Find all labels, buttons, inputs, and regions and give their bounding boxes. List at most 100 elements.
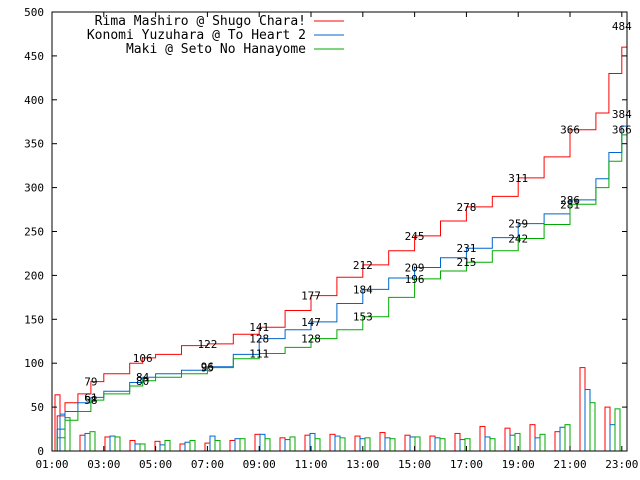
y-tick-label: 50 (31, 401, 44, 414)
hourly-bar (314, 438, 321, 452)
x-tick-label: 07:00 (191, 458, 224, 471)
x-tick-label: 01:00 (35, 458, 68, 471)
x-tick-label: 09:00 (243, 458, 276, 471)
legend: Rima Mashiro @ Shugo Chara!Konomi Yuzuha… (87, 14, 344, 57)
y-tick-label: 0 (37, 445, 44, 458)
hourly-bar (259, 433, 266, 452)
hourly-bar (604, 406, 611, 452)
data-label: 84 (136, 371, 150, 384)
hourly-bar (59, 413, 66, 452)
hourly-bar (304, 434, 311, 452)
x-tick-label: 13:00 (346, 458, 379, 471)
hourly-bar (334, 435, 341, 452)
hourly-bar (364, 437, 371, 452)
hourly-bar (514, 432, 521, 452)
y-tick-label: 400 (24, 94, 44, 107)
data-label: 177 (301, 290, 321, 303)
y-tick-label: 250 (24, 226, 44, 239)
data-label: 153 (353, 311, 373, 324)
y-tick-label: 150 (24, 313, 44, 326)
y-tick-label: 300 (24, 182, 44, 195)
data-label: 311 (508, 172, 528, 185)
hourly-bar (529, 424, 536, 452)
series-line (52, 129, 628, 452)
data-label: 141 (249, 321, 269, 334)
hourly-bar (139, 443, 146, 452)
hourly-bar (184, 441, 191, 452)
hourly-bar (284, 439, 291, 452)
data-label: 128 (301, 333, 321, 346)
hourly-bar (534, 437, 541, 452)
y-tick-label: 450 (24, 50, 44, 63)
hourly-bar (504, 427, 511, 452)
data-label: 58 (84, 394, 97, 407)
data-label: 384 (612, 108, 632, 121)
data-label: 278 (456, 201, 476, 214)
x-tick-label: 11:00 (294, 458, 327, 471)
data-label: 61 (84, 391, 97, 404)
hourly-bar (439, 438, 446, 452)
y-tick-label: 100 (24, 357, 44, 370)
hourly-bar (189, 439, 196, 452)
hourly-bar (64, 417, 71, 452)
data-label: 95 (201, 362, 214, 375)
hourly-bar (539, 433, 546, 452)
hourly-bar (484, 436, 491, 452)
data-label: 196 (405, 273, 425, 286)
cumulative-lines (52, 26, 628, 452)
hourly-bar (414, 436, 421, 452)
hourly-bar (129, 439, 136, 452)
hourly-bar (339, 437, 346, 452)
hourly-bar (214, 439, 221, 452)
hourly-bar (264, 438, 271, 452)
y-tick-label: 500 (24, 6, 44, 19)
hourly-bar (479, 425, 486, 452)
hourly-bar (84, 432, 91, 452)
series-line (52, 26, 628, 452)
hourly-bar (379, 432, 386, 452)
hourly-bar (209, 435, 216, 452)
data-label: 281 (560, 198, 580, 211)
hourly-bar (239, 438, 246, 452)
data-label: 231 (456, 242, 476, 255)
data-label: 209 (405, 261, 425, 274)
hourly-bar (579, 367, 586, 452)
data-label: 111 (249, 348, 269, 361)
hourly-bar (159, 444, 166, 452)
legend-label: Maki @ Seto No Hanayome (126, 42, 306, 57)
x-tick-label: 21:00 (553, 458, 586, 471)
y-tick-label: 200 (24, 269, 44, 282)
series-line (52, 113, 628, 452)
hourly-bar (384, 437, 391, 452)
data-label: 80 (136, 375, 149, 388)
axis-ticks: 0 50 100 150 200 250 300 350 400 450 500 01:00 03:00… (24, 6, 638, 471)
hourly-bar (584, 389, 591, 452)
data-label: 245 (405, 230, 425, 243)
hourly-bar (554, 431, 561, 452)
x-tick-label: 23:00 (605, 458, 638, 471)
hourly-bar (434, 437, 441, 452)
data-label: 212 (353, 259, 373, 272)
hourly-bar (559, 426, 566, 452)
legend-label: Konomi Yuzuhara @ To Heart 2 (87, 28, 306, 43)
hourly-bar (229, 439, 236, 452)
data-label: 259 (508, 218, 528, 231)
data-label: 106 (133, 352, 153, 365)
data-label: 484 (612, 20, 632, 33)
data-label: 242 (508, 233, 528, 246)
x-tick-label: 19:00 (502, 458, 535, 471)
hourly-bar (289, 436, 296, 452)
hourly-bar (354, 435, 361, 452)
hourly-bar (489, 438, 496, 452)
hourly-bar (609, 424, 616, 452)
data-label: 147 (301, 316, 321, 329)
legend-label: Rima Mashiro @ Shugo Chara! (95, 14, 306, 29)
hourly-bar (89, 431, 96, 452)
x-tick-label: 17:00 (450, 458, 483, 471)
hourly-bar (429, 435, 436, 452)
hourly-bar (114, 436, 121, 452)
hourly-bar (404, 434, 411, 452)
hourly-bar (79, 434, 86, 452)
hourly-bar (329, 433, 336, 452)
data-label: 215 (456, 256, 476, 269)
